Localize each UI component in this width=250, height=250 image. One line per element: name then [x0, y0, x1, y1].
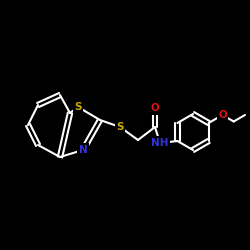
Text: O: O — [218, 110, 227, 120]
Text: NH: NH — [151, 138, 169, 148]
Text: N: N — [78, 145, 88, 155]
Text: O: O — [150, 103, 160, 113]
Text: S: S — [116, 122, 124, 132]
Text: S: S — [74, 102, 82, 112]
